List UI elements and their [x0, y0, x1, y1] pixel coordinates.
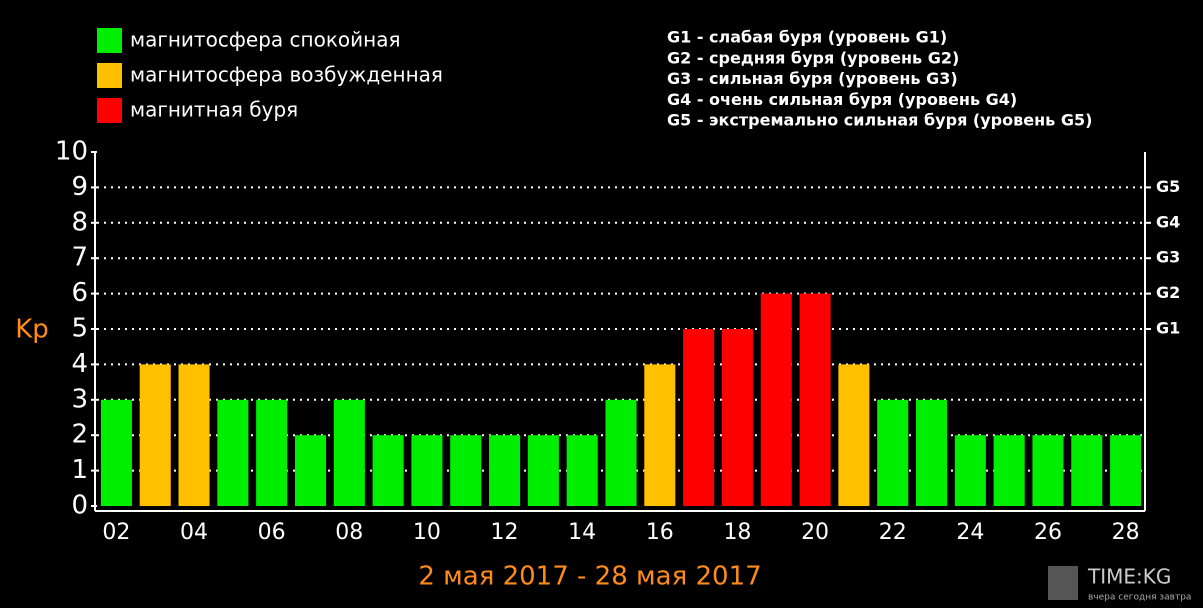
bar — [644, 364, 676, 506]
y2-tick-label: G2 — [1156, 283, 1180, 302]
y2-tick-label: G1 — [1156, 319, 1180, 338]
bar — [411, 435, 443, 506]
x-tick-label: 04 — [180, 520, 208, 545]
storm-note: G2 - средняя буря (уровень G2) — [667, 48, 959, 67]
legend-swatch — [97, 63, 122, 88]
y-axis-label: Kp — [15, 315, 49, 345]
bar — [915, 399, 948, 506]
bar — [799, 293, 831, 506]
bar — [605, 399, 637, 506]
x-tick-label: 22 — [879, 520, 907, 545]
x-tick-label: 12 — [491, 520, 519, 545]
bar — [333, 399, 365, 506]
y-tick-label: 2 — [71, 420, 88, 450]
bar — [838, 364, 870, 506]
bar — [450, 435, 482, 506]
x-tick-label: 24 — [956, 520, 984, 545]
x-tick-label: 08 — [335, 520, 363, 545]
bar — [100, 399, 132, 506]
y2-tick-label: G4 — [1156, 212, 1180, 231]
bar — [372, 435, 404, 506]
x-tick-label: 14 — [568, 520, 596, 545]
watermark-icon — [1048, 566, 1078, 600]
bar — [217, 399, 249, 506]
y-tick-label: 3 — [71, 384, 88, 414]
bar — [256, 399, 288, 506]
bar — [178, 364, 210, 506]
bar — [139, 364, 171, 506]
x-tick-label: 10 — [413, 520, 441, 545]
bar — [1110, 435, 1142, 506]
legend-label: магнитная буря — [130, 98, 298, 122]
y-tick-label: 4 — [71, 349, 88, 379]
x-tick-label: 18 — [723, 520, 751, 545]
bar — [954, 435, 986, 506]
y2-tick-label: G5 — [1156, 177, 1180, 196]
x-tick-label: 06 — [258, 520, 286, 545]
storm-note: G4 - очень сильная буря (уровень G4) — [667, 90, 1017, 109]
bar — [760, 293, 792, 506]
y-tick-label: 10 — [55, 137, 88, 167]
legend-swatch — [97, 28, 122, 53]
storm-note: G1 - слабая буря (уровень G1) — [667, 28, 947, 47]
y-tick-label: 0 — [71, 491, 88, 521]
watermark: TIME:KG вчера сегодня завтра — [1048, 565, 1191, 603]
storm-note: G5 - экстремально сильная буря (уровень … — [667, 111, 1092, 130]
bar — [877, 399, 909, 506]
legend-label: магнитосфера возбужденная — [130, 63, 443, 87]
bar — [294, 435, 327, 506]
watermark-subtitle: вчера сегодня завтра — [1088, 593, 1191, 603]
x-tick-label: 26 — [1034, 520, 1062, 545]
bar — [527, 435, 559, 506]
watermark-title: TIME:KG — [1087, 565, 1171, 589]
bar — [721, 329, 753, 506]
bar — [489, 435, 521, 506]
y-tick-label: 1 — [71, 455, 88, 485]
y2-tick-label: G3 — [1156, 248, 1180, 267]
y-tick-label: 5 — [71, 314, 88, 344]
bar — [566, 435, 598, 506]
y-tick-label: 7 — [71, 243, 88, 273]
bar — [1071, 435, 1103, 506]
y-tick-label: 6 — [71, 278, 88, 308]
x-tick-label: 02 — [102, 520, 130, 545]
legend-swatch — [97, 98, 122, 123]
legend-label: магнитосфера спокойная — [130, 28, 401, 52]
y-tick-label: 9 — [71, 172, 88, 202]
y-tick-label: 8 — [71, 207, 88, 237]
x-tick-label: 28 — [1112, 520, 1140, 545]
x-tick-label: 20 — [801, 520, 829, 545]
chart-title: 2 мая 2017 - 28 мая 2017 — [418, 562, 761, 592]
bar — [993, 435, 1025, 506]
storm-note: G3 - сильная буря (уровень G3) — [667, 69, 958, 88]
bar — [1032, 435, 1064, 506]
bar — [683, 329, 715, 506]
x-tick-label: 16 — [646, 520, 674, 545]
